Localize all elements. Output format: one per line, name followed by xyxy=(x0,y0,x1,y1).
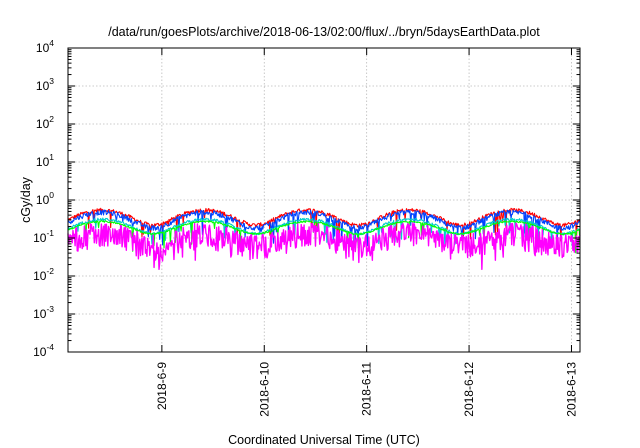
y-tick-label: 102 xyxy=(36,114,54,131)
grid-lines xyxy=(68,48,580,352)
x-axis-label: Coordinated Universal Time (UTC) xyxy=(228,433,420,447)
y-tick-label: 10-2 xyxy=(33,266,54,283)
y-tick-label: 100 xyxy=(36,190,54,207)
x-tick-label: 2018-6-11 xyxy=(360,362,374,416)
chart-title: /data/run/goesPlots/archive/2018-06-13/0… xyxy=(108,25,540,39)
x-tick-label: 2018-6-10 xyxy=(257,362,271,417)
x-tick-label: 2018-6-13 xyxy=(564,362,578,417)
axis-ticks: 10-4 10-3 10-2 10-1 100 101 102 103 104 2018-6-9 2… xyxy=(33,38,580,417)
x-tick-label: 2018-6-12 xyxy=(462,362,476,417)
x-tick-label: 2018-6-9 xyxy=(155,362,169,410)
y-tick-label: 103 xyxy=(36,76,54,93)
series-group xyxy=(67,207,581,271)
y-axis-label: cGy/day xyxy=(19,176,33,223)
series-line xyxy=(67,209,581,247)
y-tick-label: 10-1 xyxy=(33,228,54,245)
y-tick-label: 10-4 xyxy=(33,342,54,359)
y-tick-label: 10-3 xyxy=(33,304,54,321)
series-line xyxy=(67,220,581,254)
y-tick-label: 101 xyxy=(36,152,54,169)
y-tick-label: 104 xyxy=(36,38,54,55)
series-line xyxy=(67,217,581,250)
series-line xyxy=(67,222,581,271)
